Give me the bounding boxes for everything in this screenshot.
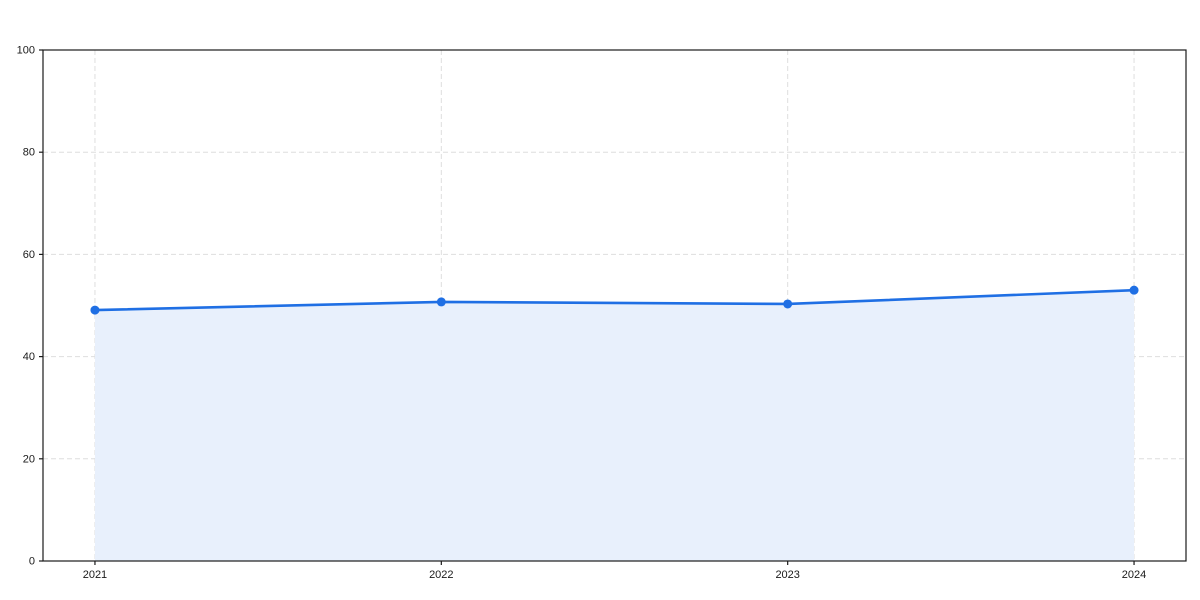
x-tick-label: 2022: [429, 569, 453, 581]
area-fill: [94, 290, 1135, 561]
x-tick-label: 2024: [1122, 569, 1146, 581]
y-tick-label: 100: [17, 45, 35, 57]
x-tick-label: 2021: [83, 569, 107, 581]
trend-line: [93, 288, 1136, 312]
data-point-marker: [783, 299, 793, 309]
data-point-marker: [1129, 285, 1139, 295]
data-point-marker: [90, 305, 100, 315]
y-tick-label: 80: [23, 147, 35, 159]
y-tick-label: 60: [23, 249, 35, 261]
plot-border: [42, 49, 1187, 562]
y-tick-label: 40: [23, 351, 35, 363]
data-point-marker: [436, 297, 446, 307]
y-tick-label: 20: [23, 453, 35, 465]
x-tick-label: 2023: [775, 569, 799, 581]
y-tick-label: 0: [29, 556, 35, 568]
